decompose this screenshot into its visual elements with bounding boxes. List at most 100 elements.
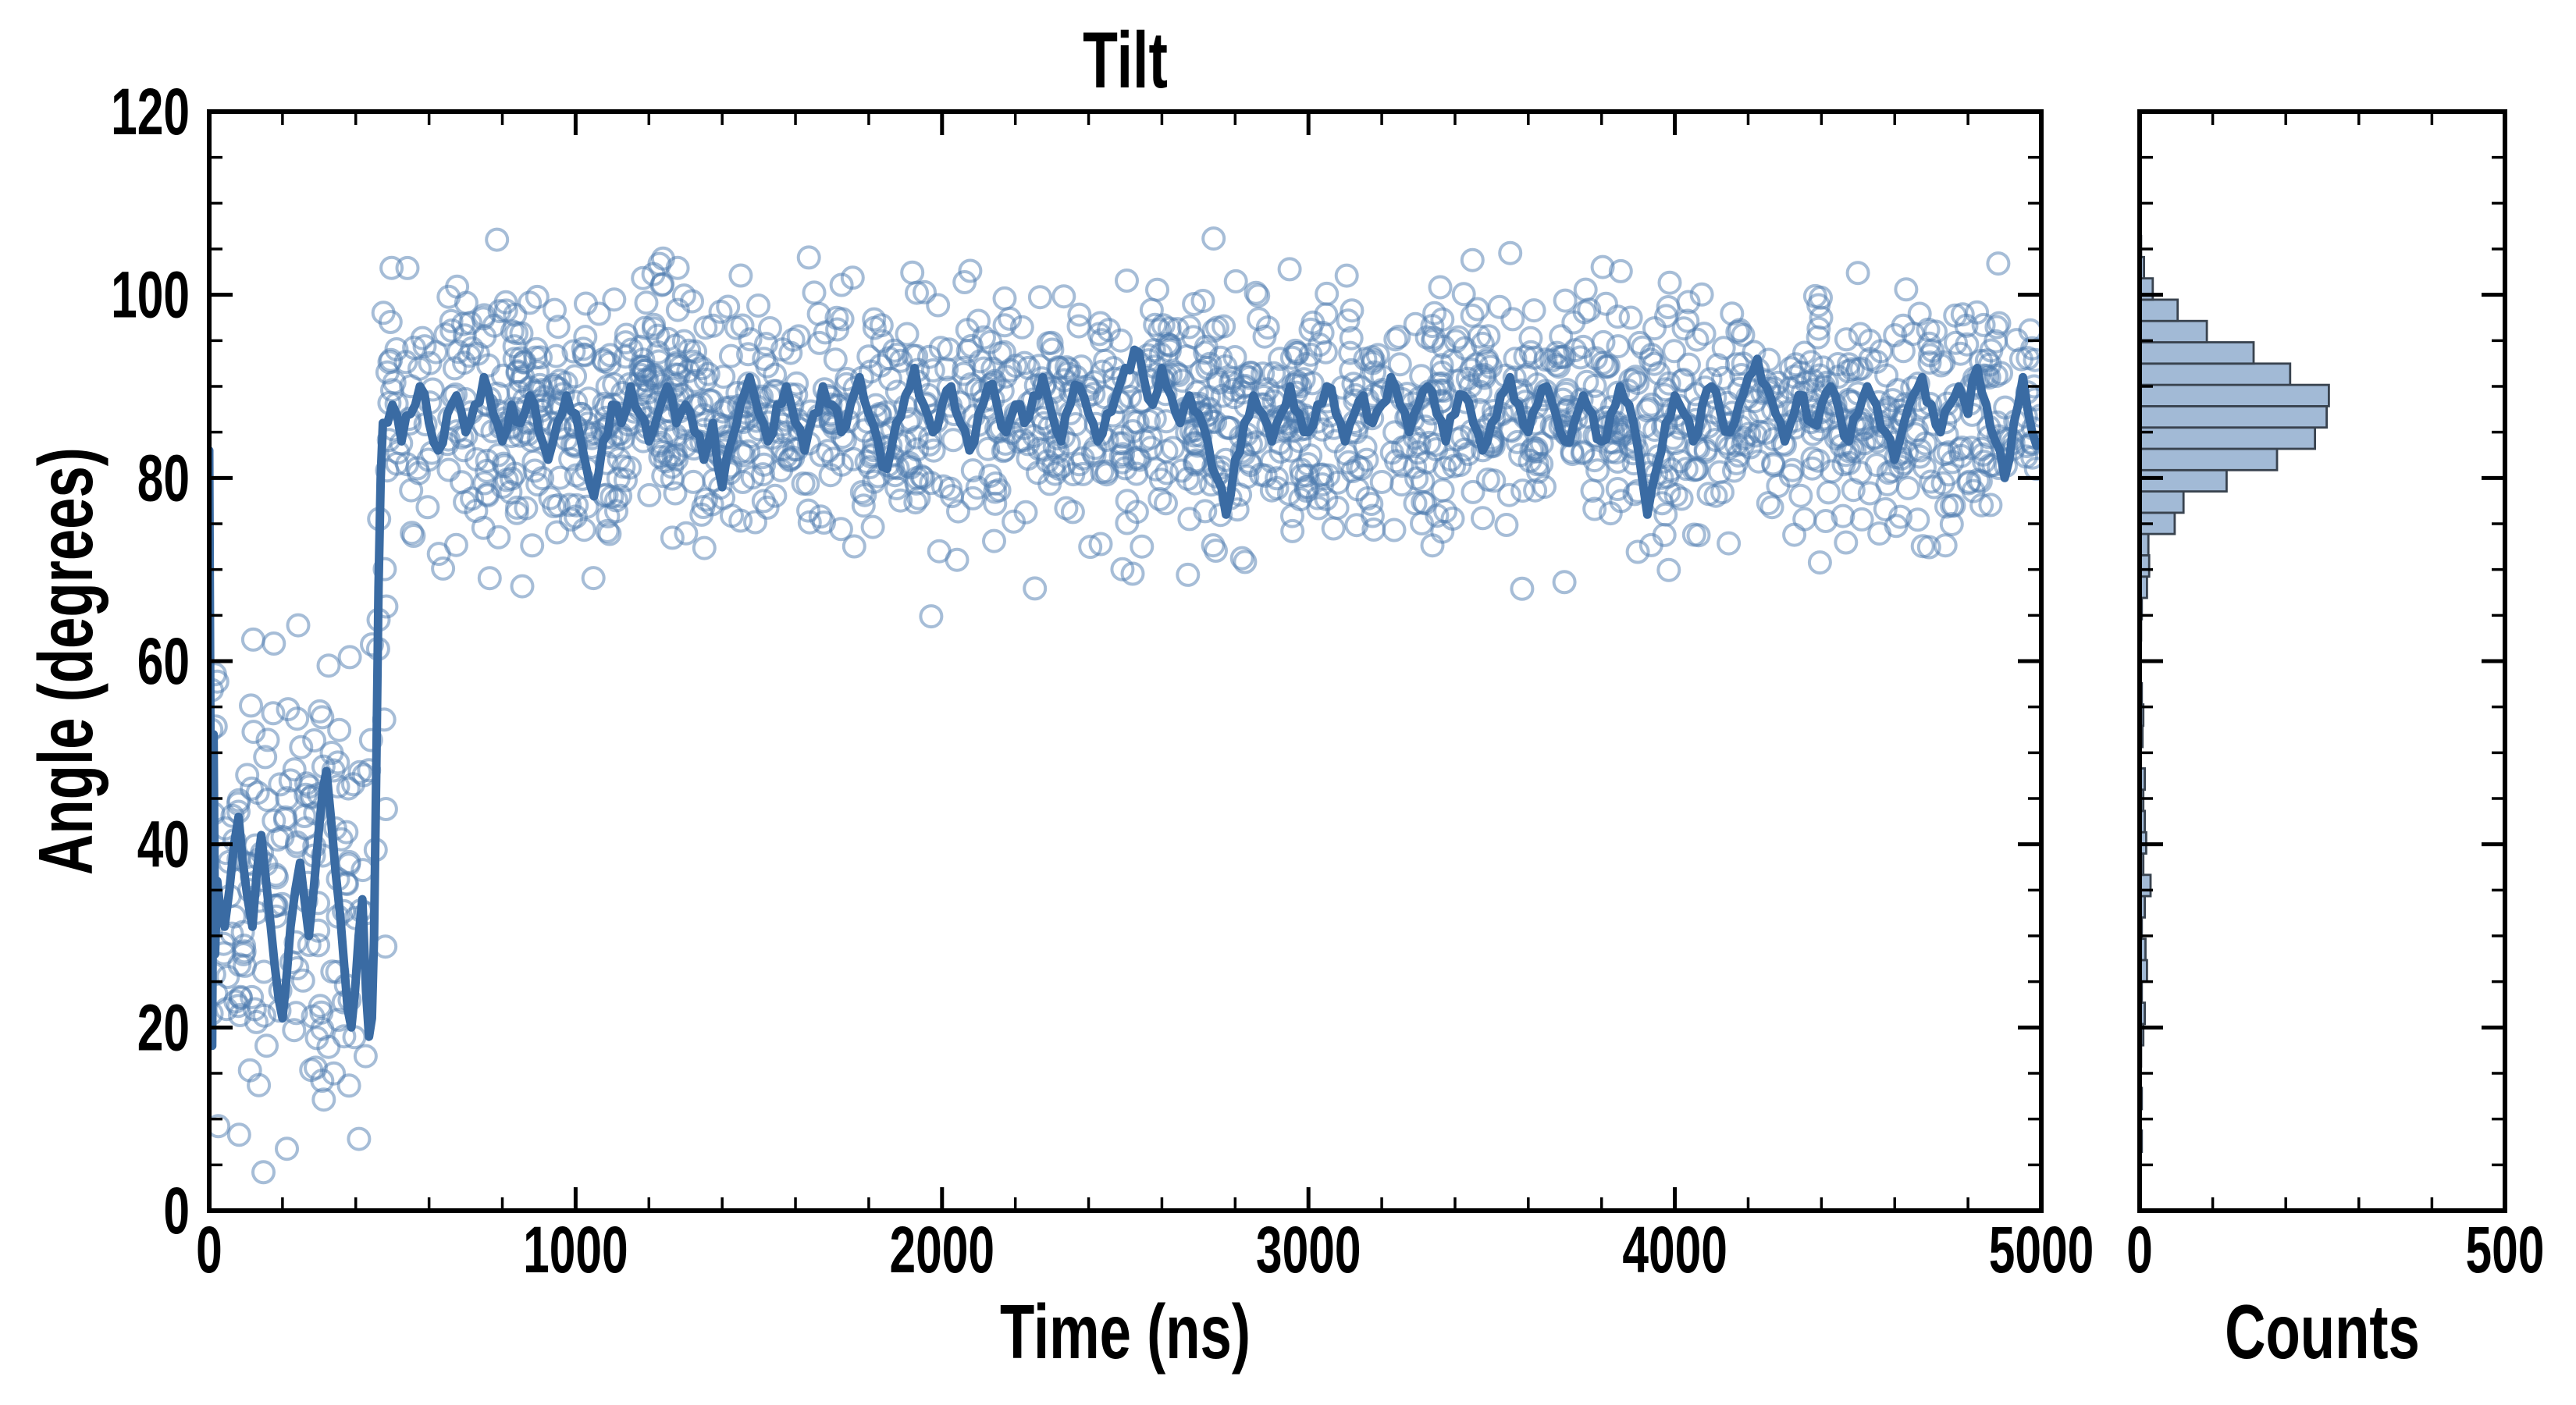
scatter-point [1035, 449, 1060, 474]
scatter-point [821, 446, 846, 471]
scatter-point [1505, 429, 1530, 454]
scatter-point [1403, 311, 1428, 336]
scatter-point [1193, 499, 1218, 524]
panel-frame [2137, 109, 2507, 1213]
histogram-bar [2138, 447, 2279, 471]
scatter-point [1500, 307, 1525, 332]
scatter-point [436, 284, 461, 309]
scatter-point [1837, 450, 1862, 475]
scatter-point [1360, 406, 1385, 431]
scatter-point [1582, 496, 1607, 521]
scatter-point [1277, 257, 1302, 282]
y-tick-label: 40 [137, 808, 190, 881]
scatter-point [1669, 486, 1694, 511]
scatter-point [1039, 330, 1064, 355]
scatter-point [1919, 469, 1944, 494]
scatter-point [1161, 436, 1185, 461]
scatter-point [571, 518, 596, 542]
scatter-point [1088, 311, 1113, 336]
scatter-point [1677, 352, 1701, 377]
scatter-point [1403, 454, 1428, 479]
scatter-point [1478, 354, 1503, 379]
scatter-point [1574, 369, 1599, 394]
scatter-point [945, 547, 970, 572]
scatter-point [1663, 482, 1688, 507]
scatter-point [711, 365, 736, 389]
scatter-point [602, 287, 627, 312]
scatter-point [304, 1055, 328, 1080]
scatter-point [358, 727, 383, 752]
scatter-point [1978, 493, 2003, 518]
scatter-point [493, 290, 518, 315]
scatter-point [1054, 496, 1079, 521]
scatter-point [770, 337, 795, 362]
scatter-point [522, 458, 547, 483]
scatter-point [1657, 270, 1682, 295]
scatter-point [347, 1126, 372, 1151]
scatter-point [1013, 500, 1038, 525]
scatter-point [316, 653, 341, 678]
scatter-point [763, 483, 788, 508]
scatter-point [600, 485, 624, 510]
scatter-point [336, 1073, 361, 1098]
scatter-point [1155, 461, 1179, 486]
scatter-point [240, 627, 265, 652]
scatter-point [633, 367, 658, 392]
histogram-bar [2138, 490, 2185, 514]
histogram-bars [2138, 213, 2330, 1175]
scatter-point [660, 525, 685, 550]
scatter-point [1288, 487, 1313, 512]
scatter-point [1521, 298, 1546, 323]
scatter-point [1726, 443, 1751, 468]
scatter-point [941, 428, 966, 453]
scatter-point [614, 322, 639, 347]
scatter-point [680, 289, 704, 314]
axes-ticks [207, 109, 2507, 1213]
scatter-point [1334, 263, 1359, 288]
scatter-point [1026, 436, 1051, 461]
scatter-point [1090, 359, 1115, 384]
scatter-point [958, 258, 983, 283]
scatter-point [1685, 327, 1710, 352]
scatter-point [795, 471, 820, 496]
scatter-point [1689, 282, 1714, 307]
scatter-point [1451, 282, 1476, 307]
scatter-point [1476, 324, 1501, 349]
scatter-point [1986, 251, 2011, 276]
scatter-point [796, 498, 820, 523]
scatter-point [928, 336, 953, 361]
running-average-path [209, 345, 2041, 1051]
scatter-point [309, 1000, 334, 1025]
scatter-point [1916, 535, 1941, 560]
scatter-point [895, 322, 920, 347]
scatter-point [1051, 454, 1076, 478]
scatter-point [960, 486, 985, 510]
scatter-point [1022, 424, 1047, 448]
scatter-point [952, 270, 977, 294]
histogram-bar [2138, 341, 2255, 365]
scatter-point [1544, 352, 1569, 377]
scatter-point [1836, 359, 1861, 383]
scatter-point [617, 455, 642, 480]
scatter-point [1421, 329, 1445, 354]
histogram-bar [2138, 405, 2329, 429]
scatter-point [1510, 576, 1535, 601]
scatter-point [543, 297, 567, 322]
scatter-point [450, 470, 474, 495]
scatter-point [241, 720, 266, 745]
scatter-point [375, 360, 400, 385]
scatter-point [1571, 439, 1596, 464]
scatter-point [1259, 449, 1284, 474]
scatter-point [1120, 561, 1145, 586]
scatter-point [310, 705, 335, 730]
scatter-point [494, 468, 519, 493]
scatter-point [646, 323, 671, 348]
y-tick-label: 0 [163, 1174, 190, 1247]
scatter-point [2023, 347, 2041, 372]
scatter-point [319, 741, 344, 765]
scatter-point [1722, 458, 1746, 483]
scatter-point [1387, 352, 1412, 377]
scatter-point [1549, 324, 1574, 349]
scatter-point [1932, 442, 1957, 466]
